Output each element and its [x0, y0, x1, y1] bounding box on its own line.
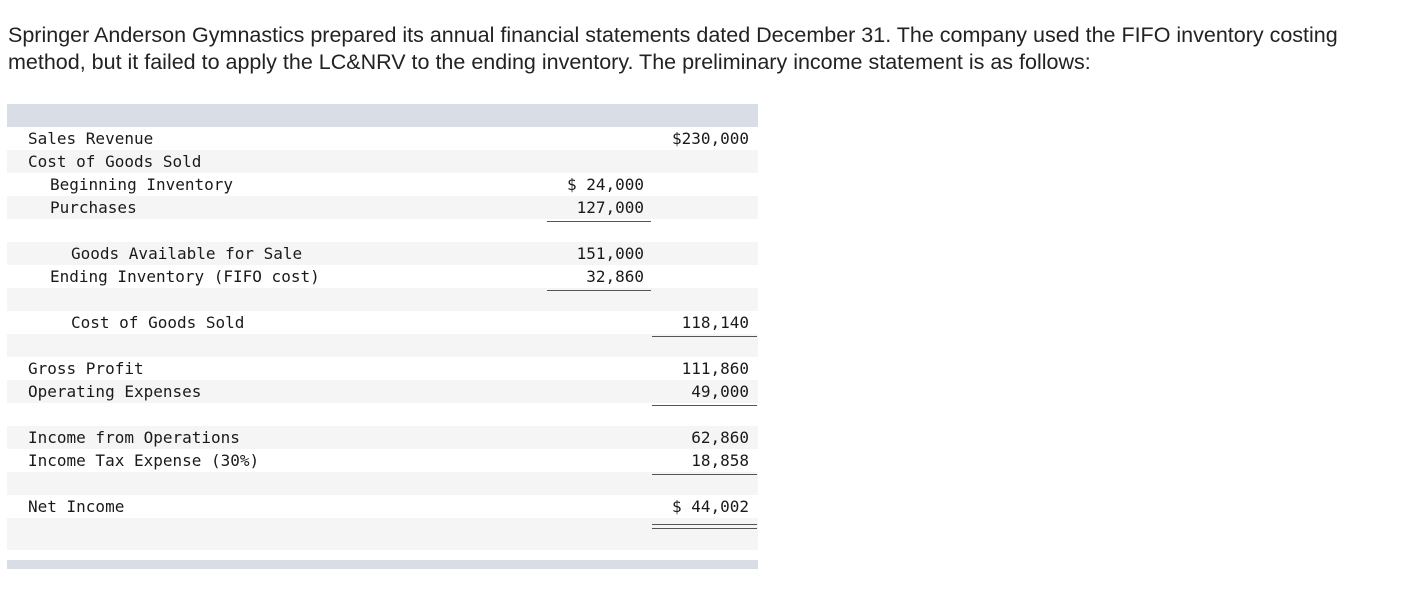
income-tax-expense-amount: 18,858: [691, 451, 749, 470]
gross-profit-row: Gross Profit 111,860: [7, 357, 758, 380]
sales-revenue-label: Sales Revenue: [28, 129, 154, 148]
ending-inventory-amount: 32,860: [586, 267, 644, 286]
income-tax-expense-label: Income Tax Expense (30%): [28, 451, 260, 470]
purchases-row: Purchases 127,000: [7, 196, 758, 219]
operating-expenses-row: Operating Expenses 49,000: [7, 380, 758, 403]
cogs-heading-row: Cost of Goods Sold: [7, 150, 758, 173]
goods-available-amount: 151,000: [576, 244, 644, 263]
ending-inventory-label: Ending Inventory (FIFO cost): [50, 267, 320, 286]
total-rule: [652, 405, 757, 406]
income-from-operations-label: Income from Operations: [28, 428, 240, 447]
goods-available-label: Goods Available for Sale: [71, 244, 303, 263]
purchases-label: Purchases: [50, 198, 137, 217]
net-income-amount: $ 44,002: [671, 497, 749, 516]
beginning-inventory-amount: $ 24,000: [566, 175, 644, 194]
beginning-inventory-label: Beginning Inventory: [50, 175, 234, 194]
purchases-amount: 127,000: [576, 198, 644, 217]
cogs-total-amount: 118,140: [681, 313, 749, 332]
goods-available-row: Goods Available for Sale 151,000: [7, 242, 758, 265]
spacer-row: [7, 403, 758, 426]
subtotal-rule: [547, 221, 651, 222]
spacer-row: [7, 518, 758, 541]
net-income-label: Net Income: [28, 497, 125, 516]
sales-revenue-amount: $230,000: [671, 129, 749, 148]
cogs-heading-label: Cost of Goods Sold: [28, 152, 202, 171]
spacer-row: [7, 541, 758, 550]
table-header-bar: [7, 104, 758, 127]
income-from-operations-amount: 62,860: [691, 428, 749, 447]
total-rule: [652, 336, 757, 337]
sales-revenue-row: Sales Revenue $230,000: [7, 127, 758, 150]
income-tax-expense-row: Income Tax Expense (30%) 18,858: [7, 449, 758, 472]
gross-profit-label: Gross Profit: [28, 359, 144, 378]
table-footer-bar: [7, 560, 758, 569]
income-from-operations-row: Income from Operations 62,860: [7, 426, 758, 449]
cogs-total-row: Cost of Goods Sold 118,140: [7, 311, 758, 334]
subtotal-rule: [547, 290, 651, 291]
operating-expenses-label: Operating Expenses: [28, 382, 202, 401]
income-statement-table: Sales Revenue $230,000 Cost of Goods Sol…: [7, 104, 758, 569]
double-underline-rule: [652, 524, 757, 529]
ending-inventory-row: Ending Inventory (FIFO cost) 32,860: [7, 265, 758, 288]
beginning-inventory-row: Beginning Inventory $ 24,000: [7, 173, 758, 196]
total-rule: [652, 474, 757, 475]
spacer-row: [7, 288, 758, 311]
spacer-row: [7, 334, 758, 357]
problem-description: Springer Anderson Gymnastics prepared it…: [8, 23, 1338, 74]
spacer-row: [7, 472, 758, 495]
spacer-row: [7, 219, 758, 242]
net-income-row: Net Income $ 44,002: [7, 495, 758, 518]
operating-expenses-amount: 49,000: [691, 382, 749, 401]
cogs-total-label: Cost of Goods Sold: [71, 313, 245, 332]
gross-profit-amount: 111,860: [681, 359, 749, 378]
